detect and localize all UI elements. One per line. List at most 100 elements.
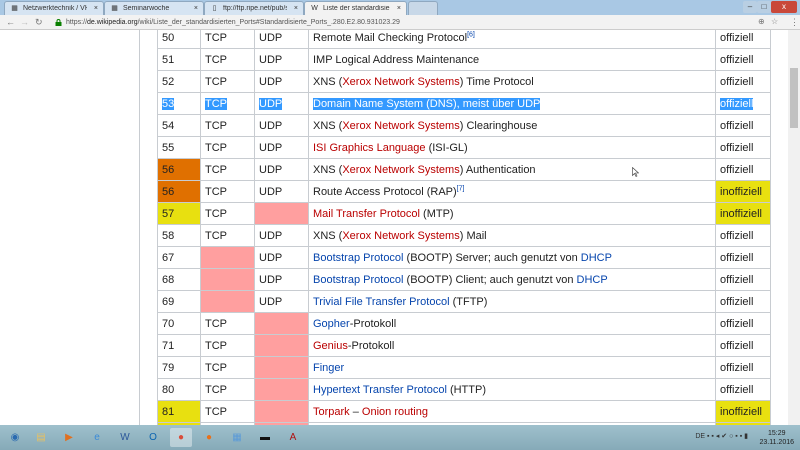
udp-cell: UDP <box>254 246 309 269</box>
address-bar-row: ← → ↻ https://de.wikipedia.org/wiki/List… <box>0 15 800 30</box>
reference-link[interactable]: [6] <box>467 31 475 39</box>
explorer-icon[interactable]: ▤ <box>36 432 46 443</box>
description-text: XNS ( <box>313 229 343 242</box>
description-text: Route Access Protocol (RAP) <box>313 185 457 198</box>
description-cell: Route Access Protocol (RAP)[7] <box>308 180 716 203</box>
status-cell: inoffiziell <box>715 202 771 225</box>
description-cell: ISI Graphics Language (ISI-GL) <box>308 136 716 159</box>
port-cell: 57 <box>157 202 201 225</box>
udp-cell: UDP <box>254 290 309 313</box>
tcp-cell: TCP <box>200 400 255 423</box>
acrobat-icon[interactable]: A <box>289 432 297 443</box>
description-cell: Hypertext Transfer Protocol (HTTP) <box>308 378 716 401</box>
port-cell-text: 51 <box>162 53 175 66</box>
bookmark-star-icon[interactable]: ☆ <box>771 17 779 26</box>
reference-link[interactable]: [7] <box>456 185 465 193</box>
outlook-icon[interactable]: O <box>149 432 157 443</box>
wiki-link[interactable]: Xerox Network Systems <box>342 119 460 132</box>
word-icon[interactable]: W <box>120 432 130 443</box>
wiki-link[interactable]: Xerox Network Systems <box>342 75 460 88</box>
udp-cell: UDP <box>254 136 309 159</box>
tab[interactable]: ▦ Seminarwoche × <box>104 1 204 15</box>
forward-icon[interactable]: → <box>20 17 29 27</box>
wiki-link[interactable]: Xerox Network Systems <box>342 163 460 176</box>
wiki-link[interactable]: Xerox Network Systems <box>342 229 460 242</box>
wiki-link[interactable]: DHCP <box>576 273 608 286</box>
status-cell-text: inoffiziell <box>720 207 762 220</box>
wiki-link[interactable]: Hypertext Transfer Protocol <box>313 383 447 396</box>
table-row: 54 TCP UDP XNS (Xerox Network Systems) Clea… <box>157 114 771 137</box>
terminal-icon[interactable]: ▬ <box>260 432 270 443</box>
scrollbar-thumb[interactable] <box>790 68 798 128</box>
tab[interactable]: W Liste der standardisierte × <box>304 1 407 15</box>
table-row: 57 TCP Mail Transfer Protocol (MTP) inoffiz… <box>157 202 771 225</box>
wiki-link[interactable]: Finger <box>313 361 345 374</box>
clock[interactable]: 15:29 23.11.2016 <box>759 430 794 446</box>
port-cell: 56 <box>157 158 201 181</box>
close-tab-icon[interactable]: × <box>396 5 401 12</box>
url-input[interactable]: https://de.wikipedia.org/wiki/Liste_der_… <box>52 16 752 29</box>
status-cell: offiziell <box>715 70 771 93</box>
wiki-link[interactable]: Bootstrap Protocol <box>313 251 404 264</box>
tab[interactable]: ▯ ftp://ftp.ripe.net/pub/st × <box>204 1 304 15</box>
udp-cell: UDP <box>254 224 309 247</box>
zoom-icon[interactable]: ⊕ <box>758 17 765 26</box>
port-cell-text: 57 <box>162 207 175 220</box>
status-cell-text: inoffiziell <box>720 185 762 198</box>
description-text: (MTP) <box>419 207 454 220</box>
status-cell: offiziell <box>715 356 771 379</box>
maximize-button[interactable]: □ <box>757 1 771 13</box>
scrollbar[interactable] <box>788 30 800 425</box>
udp-cell <box>254 334 309 357</box>
status-cell-text: offiziell <box>720 31 754 44</box>
network-icon[interactable]: ▦ <box>232 432 242 443</box>
wiki-link[interactable]: Onion routing <box>361 405 428 418</box>
description-cell: Remote Mail Checking Protocol[6] <box>308 30 716 49</box>
system-tray: DE ▪ ▪ ◂ ✔ ○ ▪ ▪ ▮ <box>695 433 748 440</box>
udp-cell <box>254 202 309 225</box>
back-icon[interactable]: ← <box>6 17 15 27</box>
description-text: IMP Logical Address Maintenance <box>313 53 480 66</box>
close-tab-icon[interactable]: × <box>193 5 198 12</box>
udp-cell: UDP <box>254 158 309 181</box>
port-cell-text: 58 <box>162 229 175 242</box>
internet-explorer-icon[interactable]: e <box>94 432 100 443</box>
new-tab-button[interactable] <box>408 1 438 15</box>
status-cell: inoffiziell <box>715 180 771 203</box>
tcp-cell-text: TCP <box>205 317 227 330</box>
close-window-button[interactable]: x <box>771 1 797 13</box>
tcp-cell-text: TCP <box>205 119 227 132</box>
wiki-link[interactable]: Genius <box>313 339 348 352</box>
start-icon[interactable]: ◉ <box>10 432 20 443</box>
table-row: 55 TCP UDP ISI Graphics Language (ISI-GL) of… <box>157 136 771 159</box>
media-player-icon[interactable]: ▶ <box>65 432 73 443</box>
table-row: 58 TCP UDP XNS (Xerox Network Systems) Mail… <box>157 224 771 247</box>
minimize-button[interactable]: – <box>743 1 757 13</box>
wiki-link[interactable]: DHCP <box>580 251 612 264</box>
udp-cell <box>254 356 309 379</box>
firefox-icon[interactable]: ● <box>205 432 213 443</box>
wiki-link[interactable]: Trivial File Transfer Protocol <box>313 295 450 308</box>
description-text: Domain Name System (DNS), meist über UDP <box>313 97 541 110</box>
tcp-cell: TCP <box>200 48 255 71</box>
tcp-cell: TCP <box>200 70 255 93</box>
description-text: (HTTP) <box>446 383 486 396</box>
description-text: (ISI-GL) <box>425 141 468 154</box>
table-row: 71 TCP Genius-Protokoll offiziell <box>157 334 771 357</box>
tab[interactable]: ▦ Netzwerktechnik / VHS × <box>4 1 104 15</box>
reload-icon[interactable]: ↻ <box>35 17 43 27</box>
description-cell: IMP Logical Address Maintenance <box>308 48 716 71</box>
chrome-icon[interactable]: ● <box>170 428 192 447</box>
wiki-link[interactable]: ISI Graphics Language <box>313 141 426 154</box>
close-tab-icon[interactable]: × <box>93 5 98 12</box>
status-cell-text: offiziell <box>720 163 754 176</box>
wiki-link[interactable]: Torpark <box>313 405 350 418</box>
tcp-cell: TCP <box>200 202 255 225</box>
wiki-link[interactable]: Gopher <box>313 317 350 330</box>
wiki-link[interactable]: Bootstrap Protocol <box>313 273 404 286</box>
table-row: 50 TCP UDP Remote Mail Checking Protocol[6]… <box>157 30 771 49</box>
close-tab-icon[interactable]: × <box>293 5 298 12</box>
status-cell: offiziell <box>715 136 771 159</box>
menu-icon[interactable]: ⋮ <box>790 17 799 27</box>
wiki-link[interactable]: Mail Transfer Protocol <box>313 207 420 220</box>
